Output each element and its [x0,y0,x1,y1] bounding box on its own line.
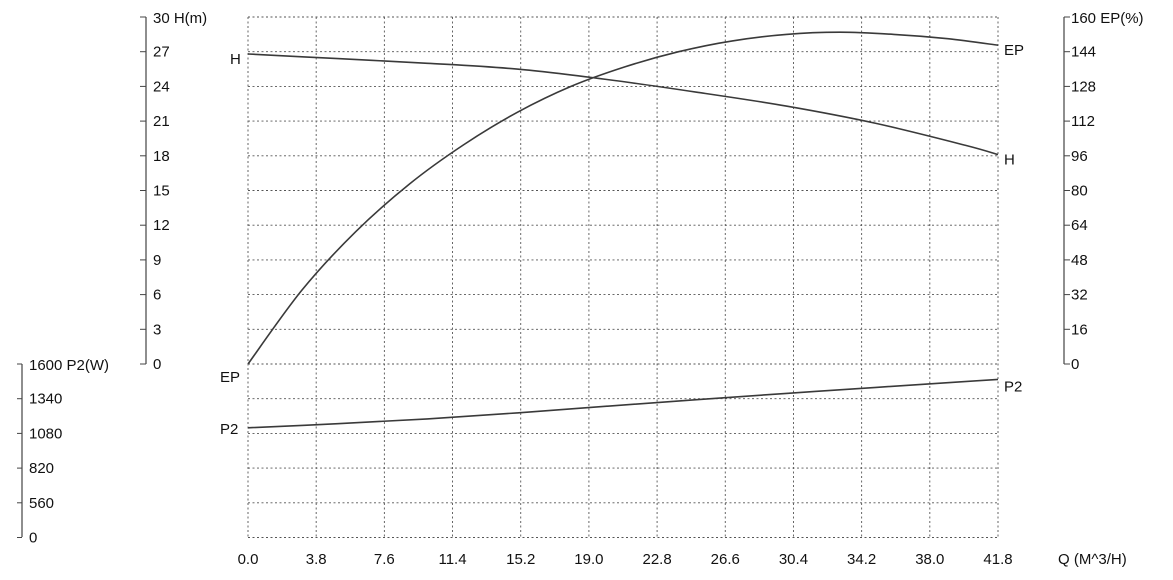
ep-tick-label: 16 [1071,321,1088,338]
ep-tick-label: 32 [1071,287,1088,304]
curve-label-h-start: H [230,51,241,68]
curve-label-h-end: H [1004,152,1015,169]
p2-axis-label: 1600 P2(W) [29,357,109,374]
ep-tick-label: 64 [1071,217,1088,234]
h-tick-label: 12 [153,217,170,234]
x-tick-label: 41.8 [983,551,1012,568]
x-tick-label: 11.4 [438,551,466,568]
h-tick-label: 0 [153,356,161,373]
h-tick-label: 3 [153,321,161,338]
x-tick-label: 38.0 [915,551,944,568]
x-tick-label: 0.0 [238,551,259,568]
x-tick-label: 30.4 [779,551,808,568]
curve-label-p2-start: P2 [220,421,238,438]
x-tick-label: 34.2 [847,551,876,568]
curve-label-ep-start: EP [220,369,240,386]
curve-ep [247,31,999,365]
ep-tick-label: 0 [1071,356,1079,373]
p2-tick-label: 1080 [29,425,62,442]
ep-tick-label: 96 [1071,148,1088,165]
h-tick-label: 27 [153,44,170,61]
ep-axis-label: 160 EP(%) [1071,10,1144,27]
x-tick-label: 26.6 [711,551,740,568]
ep-tick-label: 128 [1071,78,1096,95]
x-tick-label: 22.8 [642,551,671,568]
curves [247,31,999,429]
h-tick-label: 9 [153,252,161,269]
labels: H H EP EP P2 P2 [220,42,1024,438]
h-tick-label: 21 [153,113,170,130]
p2-tick-label: 1340 [29,391,62,408]
x-axis-label: Q (M^3/H) [1058,551,1127,568]
curve-p2 [247,378,999,429]
p2-tick-label: 560 [29,495,54,512]
ep-tick-label: 144 [1071,44,1096,61]
h-axis-label: 30 H(m) [153,10,207,27]
curve-h [247,53,999,156]
curve-label-p2-end: P2 [1004,378,1022,395]
h-tick-label: 15 [153,183,170,200]
h-tick-label: 18 [153,148,170,165]
x-tick-label: 7.6 [374,551,395,568]
grid [247,16,999,538]
ep-tick-label: 48 [1071,252,1088,269]
x-tick-label: 19.0 [574,551,603,568]
h-tick-label: 6 [153,287,161,304]
ep-tick-label: 112 [1071,113,1095,130]
h-tick-label: 24 [153,78,170,95]
p2-tick-label: 820 [29,460,54,477]
axes: 0.0 3.8 7.6 11.4 15.2 19.0 22.8 26.6 30.4 34.2 38.… [17,10,1144,568]
x-tick-label: 3.8 [306,551,327,568]
curve-label-ep-end: EP [1004,42,1024,59]
ep-tick-label: 80 [1071,183,1088,200]
x-tick-label: 15.2 [506,551,535,568]
p2-tick-label: 0 [29,530,37,547]
